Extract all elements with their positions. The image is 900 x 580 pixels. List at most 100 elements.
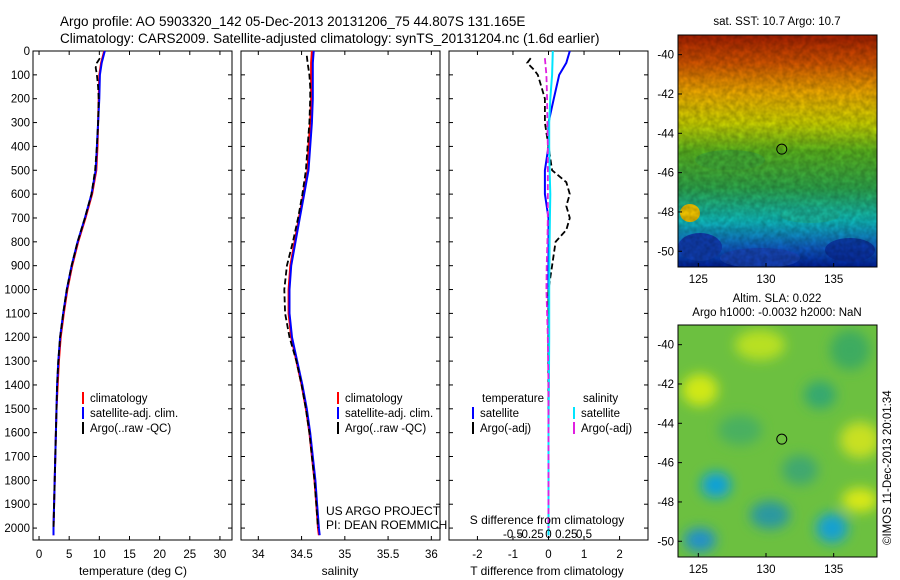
salinity-axis-label: salinity — [322, 564, 359, 578]
depth-tick-label: 1200 — [4, 332, 30, 344]
difference-legend: temperature satellite Argo(-adj) salinit… — [472, 393, 632, 435]
depth-tick-label: 1400 — [4, 380, 30, 392]
s-diff-tick-label: -0.25 — [518, 529, 544, 541]
x-tick-label: 20 — [153, 549, 166, 561]
map-lat-label: -50 — [657, 536, 674, 548]
s-diff-tick-label: 0.5 — [576, 529, 592, 541]
map-lat-label: -44 — [657, 128, 674, 140]
map-lat-label: -42 — [657, 89, 674, 101]
depth-tick-label: 900 — [11, 261, 30, 273]
depth-tick-label: 400 — [11, 141, 30, 153]
map-lat-label: -46 — [657, 168, 674, 180]
depth-tick-label: 100 — [11, 70, 30, 82]
map-lon-label: 135 — [824, 564, 843, 576]
figure-title: Argo profile: AO 5903320_142 05-Dec-2013… — [60, 14, 526, 29]
x-tick-label: 10 — [93, 549, 106, 561]
series-line-temperature-argo-adj- — [526, 57, 571, 529]
legend-satellite-adj: satellite-adj. clim. — [90, 408, 178, 420]
series-line-satellite-adj-clim- — [288, 50, 321, 536]
temperature-legend: climatology satellite-adj. clim. Argo(..… — [82, 392, 178, 435]
depth-tick-label: 1600 — [4, 428, 30, 440]
legend-s-argo: Argo(-adj) — [581, 423, 632, 435]
sst-map-image — [678, 35, 877, 267]
map-lat-label: -48 — [657, 207, 674, 219]
x-tick-label: 34.5 — [290, 549, 312, 561]
depth-tick-label: 1800 — [4, 475, 30, 487]
x-tick-label: 34 — [252, 549, 265, 561]
legend-satellite-adj: satellite-adj. clim. — [345, 408, 433, 420]
depth-tick-label: 1100 — [5, 308, 30, 320]
x-tick-label: 0 — [36, 549, 42, 561]
project-pi: PI: DEAN ROEMMICH — [326, 518, 447, 532]
map-lat-label: -40 — [657, 50, 674, 62]
s-diff-tick-label: 0.25 — [555, 529, 577, 541]
x-tick-label: -2 — [472, 549, 482, 561]
map-lat-label: -42 — [657, 379, 674, 391]
map-lat-label: -48 — [657, 497, 674, 509]
salinity-panel-frame — [240, 50, 441, 541]
imos-stamp: ©IMOS 11-Dec-2013 20:01:34 — [882, 390, 894, 545]
legend-t-argo: Argo(-adj) — [480, 423, 531, 435]
map-lat-label: -40 — [657, 340, 674, 352]
depth-tick-label: 200 — [11, 94, 30, 106]
map-lon-label: 135 — [824, 274, 843, 286]
depth-tick-label: 1300 — [4, 356, 30, 368]
depth-tick-label: 1900 — [4, 499, 30, 511]
depth-tick-label: 1500 — [4, 404, 30, 416]
series-line-argo-raw-qc- — [283, 55, 319, 529]
salinity-legend: climatology satellite-adj. clim. Argo(..… — [337, 392, 433, 435]
x-tick-label: -1 — [508, 549, 518, 561]
depth-tick-label: 500 — [11, 165, 30, 177]
map-lat-label: -46 — [657, 458, 674, 470]
depth-tick-label: 800 — [11, 237, 30, 249]
legend-climatology: climatology — [345, 393, 403, 405]
x-tick-label: 35.5 — [377, 549, 399, 561]
depth-tick-label: 700 — [11, 213, 30, 225]
argo-position-marker — [776, 143, 788, 155]
series-line-salinity-argo-adj- — [544, 58, 550, 529]
legend-t-satellite: satellite — [480, 408, 519, 420]
map-lat-label: -50 — [657, 246, 674, 258]
x-tick-label: 15 — [123, 549, 136, 561]
sst-map-title: sat. SST: 10.7 Argo: 10.7 — [713, 16, 840, 28]
t-difference-axis-label: T difference from climatology — [470, 564, 624, 578]
depth-tick-label: 600 — [11, 189, 30, 201]
legend-argo: Argo(..raw -QC) — [90, 423, 171, 435]
x-tick-label: 2 — [616, 549, 622, 561]
sla-map-frame — [677, 324, 878, 558]
temperature-panel-frame — [32, 50, 233, 541]
temperature-axis-label: temperature (deg C) — [79, 564, 187, 578]
depth-tick-label: 1700 — [4, 452, 30, 464]
map-lon-label: 125 — [689, 274, 708, 286]
series-line-argo-raw-qc- — [52, 57, 101, 529]
map-lat-label: -44 — [657, 418, 674, 430]
x-tick-label: 25 — [183, 549, 196, 561]
figure-subtitle: Climatology: CARS2009. Satellite-adjuste… — [60, 31, 600, 46]
map-lon-label: 130 — [756, 274, 775, 286]
argo-position-marker — [776, 433, 788, 445]
legend-s-satellite: satellite — [581, 408, 620, 420]
s-diff-tick-label: 0 — [545, 529, 551, 541]
x-tick-label: 1 — [581, 549, 587, 561]
depth-tick-label: 1000 — [4, 285, 30, 297]
sla-map-image — [678, 325, 877, 557]
map-lon-label: 130 — [756, 564, 775, 576]
x-tick-label: 30 — [214, 549, 227, 561]
legend-argo: Argo(..raw -QC) — [345, 423, 426, 435]
project-name: US ARGO PROJECT — [326, 504, 441, 518]
legend-salinity-heading: salinity — [583, 393, 618, 405]
x-tick-label: 0 — [545, 549, 551, 561]
depth-tick-label: 2000 — [4, 523, 30, 535]
depth-tick-label: 300 — [11, 118, 30, 130]
x-tick-label: 35 — [338, 549, 351, 561]
sst-map-frame — [677, 34, 878, 268]
s-diff-tick-label: -0.5 — [503, 529, 523, 541]
x-tick-label: 36 — [425, 549, 438, 561]
map-lon-label: 125 — [689, 564, 708, 576]
x-tick-label: 5 — [66, 549, 72, 561]
legend-temperature-heading: temperature — [482, 393, 544, 405]
depth-tick-label: 0 — [24, 46, 30, 58]
legend-climatology: climatology — [90, 393, 148, 405]
s-difference-axis-label: S difference from climatology — [470, 513, 625, 527]
